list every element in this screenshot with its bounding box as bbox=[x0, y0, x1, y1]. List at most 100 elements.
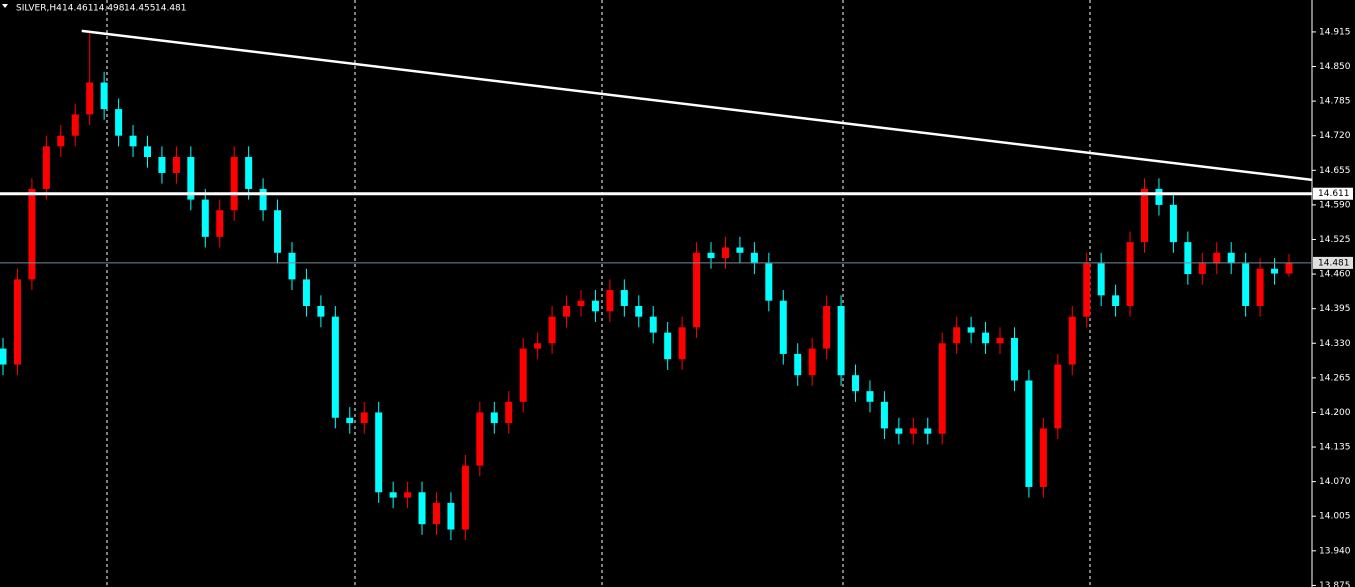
candle-body bbox=[823, 306, 831, 349]
candle-body bbox=[461, 465, 469, 530]
y-tick-label: 13.940 bbox=[1319, 546, 1351, 556]
candle-body bbox=[100, 82, 108, 110]
candle-body bbox=[1112, 295, 1120, 307]
candle-body bbox=[519, 348, 527, 402]
trendline bbox=[81, 29, 1313, 182]
candle-body bbox=[490, 412, 498, 424]
candle-body bbox=[996, 337, 1004, 344]
candle-body bbox=[591, 300, 599, 312]
candle-body bbox=[837, 306, 845, 376]
candle-body bbox=[288, 252, 296, 280]
candle-body bbox=[432, 502, 440, 525]
candle-body bbox=[736, 247, 744, 253]
candle-body bbox=[895, 428, 903, 434]
candle-body bbox=[1213, 252, 1221, 264]
header-high: 14.498 bbox=[93, 4, 125, 14]
candle-body bbox=[649, 316, 657, 333]
candle-body bbox=[693, 252, 701, 328]
candle-body bbox=[505, 401, 513, 424]
candle-body bbox=[765, 263, 773, 301]
y-tick-label: 14.785 bbox=[1319, 97, 1351, 107]
candle-body bbox=[346, 417, 354, 424]
candle-body bbox=[1271, 268, 1279, 274]
bid-label-box bbox=[1313, 256, 1353, 269]
candle-body bbox=[563, 306, 571, 317]
y-tick-label: 14.525 bbox=[1319, 235, 1351, 245]
y-tick-label: 14.850 bbox=[1319, 62, 1351, 72]
candle-body bbox=[1083, 263, 1091, 317]
candle-body bbox=[1141, 188, 1149, 243]
candle-body bbox=[750, 252, 758, 264]
candle-body bbox=[880, 401, 888, 429]
candle-body bbox=[0, 348, 7, 365]
candle-body bbox=[57, 135, 65, 147]
candle-body bbox=[620, 290, 628, 307]
header-low: 14.455 bbox=[124, 4, 156, 14]
candle-body bbox=[577, 300, 585, 307]
y-tick-label: 14.265 bbox=[1319, 373, 1351, 383]
candle-body bbox=[187, 156, 195, 200]
candle-body bbox=[28, 188, 36, 280]
candle-body bbox=[86, 82, 94, 115]
candle-body bbox=[548, 316, 556, 344]
y-tick-label: 14.005 bbox=[1319, 512, 1351, 522]
candle-body bbox=[42, 146, 50, 189]
candle-body bbox=[909, 428, 917, 434]
y-tick-label: 13.875 bbox=[1319, 581, 1351, 587]
candle-body bbox=[1126, 242, 1134, 307]
candle-body bbox=[664, 332, 672, 360]
y-tick-label: 14.460 bbox=[1319, 270, 1351, 280]
candle-body bbox=[230, 156, 238, 211]
candle-body bbox=[1242, 263, 1250, 307]
chart-title: SILVER,H4 bbox=[16, 4, 62, 14]
menu-arrow bbox=[2, 4, 8, 8]
candle-body bbox=[389, 492, 397, 498]
candle-body bbox=[938, 343, 946, 434]
y-tick-label: 14.070 bbox=[1319, 477, 1351, 487]
candle-body bbox=[1169, 204, 1177, 243]
candle-body bbox=[794, 353, 802, 376]
candle-body bbox=[375, 412, 383, 493]
y-tick-label: 14.330 bbox=[1319, 339, 1351, 349]
candle-body bbox=[418, 492, 426, 525]
header-open: 14.461 bbox=[62, 4, 94, 14]
candle-body bbox=[302, 279, 310, 307]
candle-body bbox=[172, 156, 180, 173]
candle-body bbox=[476, 412, 484, 466]
candle-body bbox=[1184, 242, 1192, 275]
candle-body bbox=[1054, 364, 1062, 429]
candle-body bbox=[1227, 252, 1235, 264]
candle-body bbox=[13, 279, 21, 365]
candle-body bbox=[259, 188, 267, 211]
candle-body bbox=[129, 135, 137, 147]
candle-body bbox=[779, 300, 787, 354]
candle-body bbox=[707, 252, 715, 259]
candle-body bbox=[967, 327, 975, 333]
candle-body bbox=[158, 156, 166, 173]
y-tick-label: 14.200 bbox=[1319, 408, 1351, 418]
candle-body bbox=[1039, 428, 1047, 487]
y-tick-label: 14.720 bbox=[1319, 131, 1351, 141]
candle-body bbox=[360, 412, 368, 424]
candle-body bbox=[1155, 188, 1163, 205]
candle-body bbox=[852, 375, 860, 392]
candle-body bbox=[201, 199, 209, 237]
candle-body bbox=[447, 502, 455, 530]
candle-body bbox=[1256, 268, 1264, 307]
candle-body bbox=[317, 306, 325, 317]
candle-body bbox=[1025, 380, 1033, 487]
level-label: 14.611 bbox=[1318, 189, 1350, 199]
candle-body bbox=[635, 306, 643, 317]
y-tick-label: 14.135 bbox=[1319, 443, 1351, 453]
y-tick-label: 14.915 bbox=[1319, 27, 1351, 37]
candle-body bbox=[274, 210, 282, 253]
candle-body bbox=[866, 391, 874, 402]
candle-body bbox=[143, 146, 151, 157]
level-label-box bbox=[1313, 187, 1353, 200]
candle-body bbox=[216, 210, 224, 237]
candle-body bbox=[1097, 263, 1105, 296]
candle-body bbox=[1010, 337, 1018, 381]
candle-body bbox=[245, 156, 253, 189]
